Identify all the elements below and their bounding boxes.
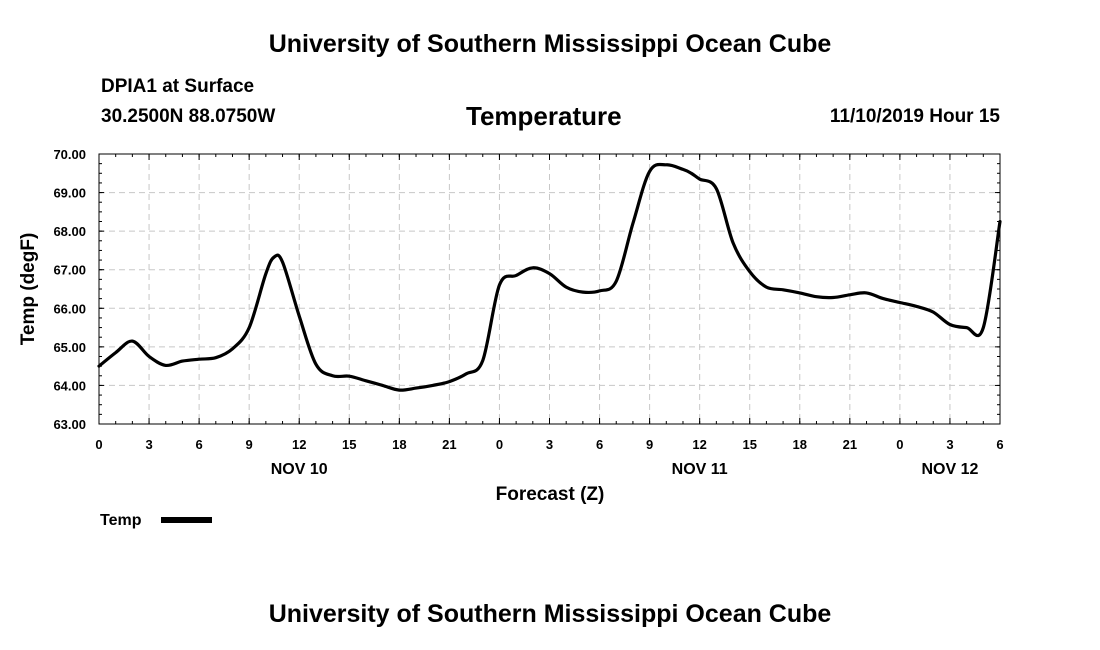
legend-label: Temp [100,512,142,529]
y-tick-label: 66.00 [53,301,86,316]
footer-title: University of Southern Mississippi Ocean… [268,600,832,628]
y-axis-title: Temp (degF) [18,233,39,346]
day-label: NOV 12 [921,461,978,478]
x-tick-label: 3 [946,437,953,452]
y-tick-label: 63.00 [53,417,86,432]
day-label: NOV 11 [672,461,728,478]
y-tick-label: 65.00 [53,340,86,355]
series-layer [97,162,1002,392]
x-tick-label: 0 [95,437,102,452]
x-tick-label: 3 [145,437,152,452]
series-line-temp [97,162,1002,392]
station-coordinates: 30.2500N 88.0750W [101,106,276,127]
y-tick-label: 70.00 [53,147,86,162]
x-tick-labels: 0 3 6 9 12 15 18 21 0 3 6 9 12 15 18 21 0 3 6 [95,437,1003,452]
legend: Temp [100,512,212,529]
x-tick-label: 3 [546,437,553,452]
station-label: DPIA1 at Surface [101,76,255,97]
y-tick-label: 69.00 [53,186,86,201]
x-tick-label: 21 [442,437,456,452]
chart-title: Temperature [466,101,622,131]
x-tick-label: 0 [896,437,903,452]
x-tick-label: 6 [195,437,202,452]
x-tick-label: 12 [292,437,306,452]
y-tick-label: 68.00 [53,224,86,239]
x-tick-label: 6 [596,437,603,452]
x-tick-label: 15 [342,437,356,452]
x-tick-label: 18 [793,437,807,452]
day-label: NOV 10 [271,461,328,478]
page-title: University of Southern Mississippi Ocean… [268,30,832,58]
y-tick-label: 67.00 [53,263,86,278]
x-tick-label: 6 [996,437,1003,452]
forecast-datetime: 11/10/2019 Hour 15 [829,106,1000,127]
x-tick-label: 9 [646,437,653,452]
x-tick-label: 12 [692,437,706,452]
day-labels: NOV 10 NOV 11 NOV 12 [271,461,979,478]
y-tick-labels: 63.00 64.00 65.00 66.00 67.00 68.00 69.00 70.00 [53,147,86,432]
x-tick-label: 9 [246,437,253,452]
x-tick-label: 18 [392,437,406,452]
x-tick-label: 15 [742,437,756,452]
plot-frame [98,153,1001,425]
x-tick-label: 0 [496,437,503,452]
x-tick-label: 21 [843,437,857,452]
y-tick-label: 64.00 [53,378,86,393]
x-axis-title: Forecast (Z) [496,484,605,505]
grid [99,154,1000,424]
